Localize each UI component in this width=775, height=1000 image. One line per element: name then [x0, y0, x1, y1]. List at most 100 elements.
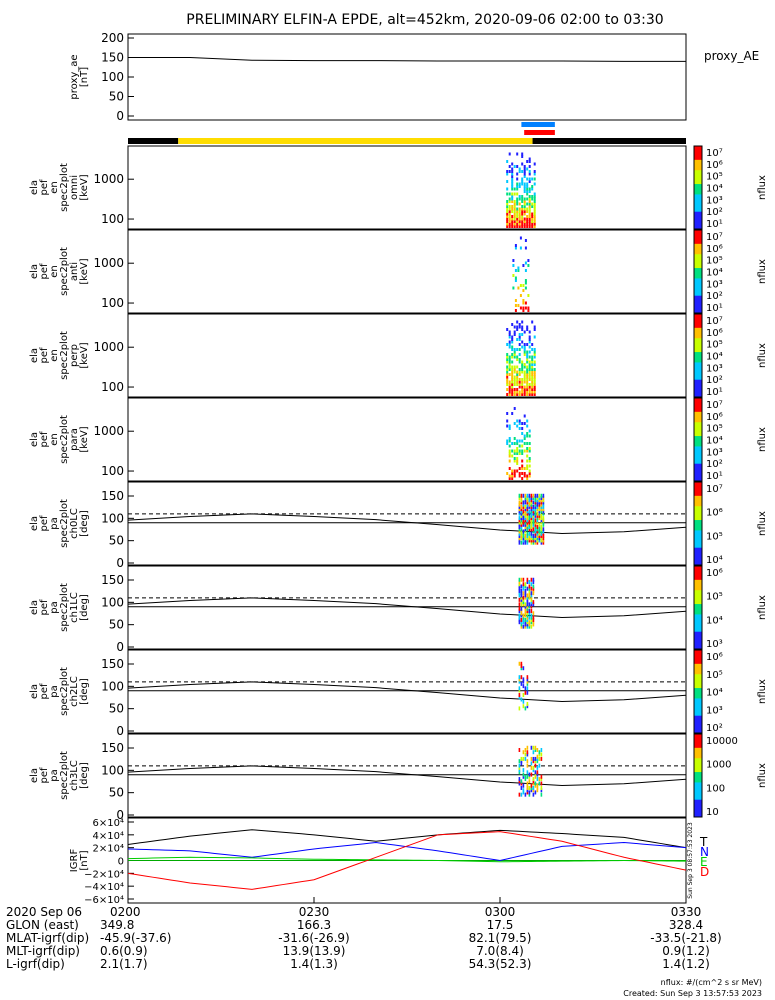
- pa-cell: [532, 759, 535, 764]
- heatmap-cell: [528, 363, 531, 366]
- pa-cell: [530, 513, 533, 518]
- heatmap-cell: [518, 323, 521, 326]
- ylabel-line: ela: [29, 348, 40, 363]
- heatmap-cell: [506, 192, 509, 196]
- heatmap-cell: [523, 210, 526, 213]
- pa-cell: [524, 622, 527, 627]
- heatmap-cell: [516, 358, 519, 361]
- heatmap-cell: [516, 462, 519, 465]
- pa-cell: [526, 704, 529, 709]
- pa-cell: [524, 602, 527, 607]
- heatmap-cell: [506, 220, 509, 223]
- colorbar-tick: 10³: [706, 705, 723, 716]
- heatmap-cell: [513, 200, 516, 203]
- heatmap-cell: [511, 348, 514, 351]
- pa-cell: [542, 520, 545, 525]
- pa-cell: [532, 513, 535, 518]
- heatmap-cell: [533, 205, 536, 208]
- heatmap-cell: [523, 370, 526, 374]
- colorbar-tick: 10⁶: [706, 160, 723, 171]
- heatmap-cell: [521, 427, 524, 430]
- pa-cell: [536, 498, 539, 503]
- panel-frame: [127, 649, 687, 734]
- heatmap-cell: [526, 343, 529, 346]
- colorbar-cell: [694, 482, 702, 486]
- heatmap-cell: [521, 390, 524, 394]
- pa-cell: [518, 779, 521, 784]
- pa-cell: [522, 772, 525, 777]
- pa-cell: [530, 785, 533, 790]
- heatmap-cell: [523, 225, 526, 228]
- colorbar-label: nflux: [757, 259, 768, 284]
- heatmap-cell: [508, 345, 511, 349]
- colorbar-cell: [694, 365, 702, 370]
- heatmap-cell: [516, 185, 519, 188]
- heatmap-cell: [513, 388, 516, 391]
- heatmap-cell: [533, 217, 536, 221]
- ytick-label: 50: [109, 90, 124, 104]
- colorbar-cell: [694, 274, 702, 279]
- ylabel-line: ela: [29, 432, 40, 447]
- pa-cell: [526, 540, 529, 545]
- pa-cell: [520, 785, 523, 790]
- pa-cell: [518, 593, 521, 598]
- heatmap-cell: [526, 220, 529, 223]
- colorbar-cell: [694, 348, 702, 353]
- heatmap-cell: [521, 320, 524, 324]
- pa-cell: [534, 763, 537, 768]
- colorbar-cell: [694, 341, 702, 346]
- colorbar-label: nflux: [757, 427, 768, 452]
- heatmap-cell: [513, 215, 516, 218]
- ylabel-line: en: [49, 433, 60, 446]
- pa-cell: [518, 759, 521, 764]
- ylabel-line: spec2plot: [59, 415, 70, 464]
- pa-cell: [534, 507, 537, 512]
- pa-cell: [524, 509, 527, 514]
- heatmap-cell: [514, 269, 517, 272]
- heatmap-cell: [518, 225, 521, 228]
- pa-cell: [536, 748, 539, 752]
- heatmap-cell: [513, 325, 516, 329]
- pa-cell: [520, 759, 523, 764]
- pa-cell: [540, 520, 543, 525]
- pa-cell: [524, 686, 527, 691]
- pa-cell: [528, 604, 531, 609]
- colorbar-cell: [694, 429, 702, 434]
- pa-cell: [536, 520, 539, 525]
- colorbar-cell: [694, 516, 702, 521]
- igrf-series-D: [127, 831, 687, 890]
- heatmap-cell: [516, 348, 519, 351]
- heatmap-cell: [508, 437, 511, 440]
- heatmap-cell: [516, 225, 519, 228]
- panel-frame: [127, 733, 687, 818]
- heatmap-cell: [513, 370, 516, 374]
- colorbar-cell: [694, 621, 702, 626]
- heatmap-cell: [511, 220, 514, 223]
- heatmap-cell: [531, 185, 534, 188]
- heatmap-cell: [518, 422, 521, 425]
- pa-cell: [520, 529, 523, 534]
- ylabel-line: pef: [39, 767, 50, 784]
- pa-cell: [530, 613, 533, 618]
- colorbar-cell: [694, 509, 702, 514]
- heatmap-cell: [521, 225, 524, 228]
- heatmap-cell: [531, 380, 534, 384]
- panel-frame: [127, 33, 687, 121]
- pa-cell: [530, 525, 533, 530]
- pa-cell: [522, 582, 525, 587]
- colorbar-cell: [694, 166, 702, 171]
- heatmap-cell: [526, 474, 529, 478]
- pa-cell: [520, 531, 523, 536]
- colorbar-cell: [694, 785, 702, 790]
- heatmap-cell: [506, 355, 509, 359]
- heatmap-cell: [523, 345, 526, 349]
- colorbar-cell: [694, 338, 702, 343]
- pa-cell: [518, 582, 521, 587]
- pa-cell: [534, 509, 537, 514]
- colorbar-cell: [694, 586, 702, 591]
- ytick-label: 50: [109, 618, 124, 632]
- heatmap-cell: [518, 370, 521, 374]
- pa-cell: [536, 788, 539, 793]
- pa-cell: [538, 522, 541, 527]
